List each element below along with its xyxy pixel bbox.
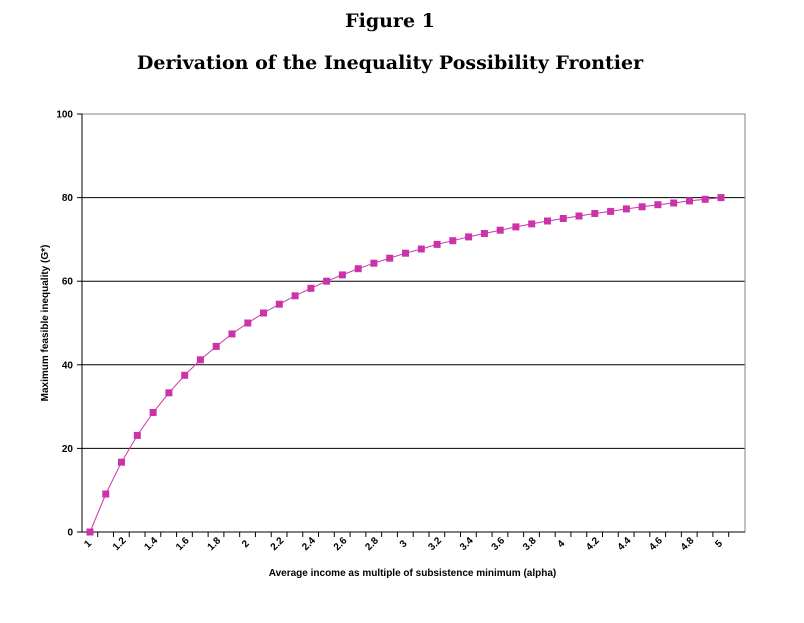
data-point: [244, 319, 252, 327]
data-point: [212, 342, 220, 350]
x-tick-label: 4.4: [616, 535, 634, 553]
data-point: [196, 356, 204, 364]
data-point: [417, 245, 425, 253]
x-tick-label: 2: [240, 538, 252, 550]
x-tick-label: 1.4: [143, 535, 161, 553]
data-point: [275, 300, 283, 308]
y-axis-title: Maximum feasible inequality (G*): [40, 245, 51, 402]
data-point: [449, 237, 457, 245]
x-tick-label: 4.2: [584, 535, 602, 553]
data-point: [402, 249, 409, 257]
data-point: [544, 217, 551, 225]
x-tick-label: 1.8: [206, 535, 224, 553]
data-point: [323, 277, 331, 285]
data-point: [354, 265, 362, 273]
y-tick-labels: 0 20 40 60 80 100: [56, 110, 73, 539]
x-tick-label: 3.6: [490, 535, 508, 553]
data-point: [165, 389, 173, 397]
x-tick-label: 1.6: [174, 535, 192, 553]
data-point: [717, 194, 725, 202]
x-tick-label: 3.4: [458, 535, 476, 553]
data-point: [149, 409, 157, 416]
x-tick-label: 2.4: [300, 535, 318, 553]
data-point: [465, 233, 473, 241]
x-tick-label: 2.6: [332, 535, 350, 553]
x-tick-labels: 1 1.2 1.4 1.6 1.8 2 2.2 2.4 2.6 2.8 3 3.2 3.4 3.6 3.8 4…: [82, 535, 725, 553]
data-point: [622, 205, 630, 213]
axes: [77, 113, 745, 537]
data-point: [386, 254, 394, 262]
x-tick-label: 1.2: [111, 535, 129, 553]
data-point: [512, 223, 520, 231]
data-point: [338, 271, 346, 279]
x-tick-label: 5: [713, 538, 725, 550]
x-tick-label: 1: [82, 538, 94, 550]
y-tick-label: 80: [62, 193, 74, 204]
data-point: [686, 197, 693, 205]
gridlines: [82, 197, 745, 449]
y-tick-label: 60: [62, 277, 74, 288]
x-tick-label: 4: [556, 538, 568, 550]
data-point: [228, 330, 236, 338]
plot-area-border: [81, 113, 746, 533]
chart-title: Derivation of the Inequality Possibility…: [136, 52, 644, 74]
x-tick-label: 4.6: [647, 535, 665, 553]
data-point: [670, 199, 678, 207]
x-tick-label: 3.2: [426, 535, 444, 553]
x-axis-title: Average income as multiple of subsistenc…: [269, 568, 556, 579]
data-point: [118, 458, 125, 466]
data-point: [559, 215, 567, 222]
data-point: [260, 309, 267, 317]
data-point: [496, 226, 504, 234]
data-point: [307, 284, 315, 292]
data-point: [433, 240, 441, 248]
data-point: [370, 259, 378, 267]
y-tick-label: 40: [62, 360, 74, 371]
x-tick-label: 4.8: [679, 535, 697, 553]
x-tick-label: 3: [398, 538, 410, 550]
data-point: [607, 207, 615, 215]
x-tick-label: 3.8: [521, 535, 539, 553]
data-point: [291, 292, 299, 300]
data-point: [638, 203, 646, 211]
x-tick-label: 2.8: [363, 535, 381, 553]
y-tick-label: 20: [62, 444, 74, 455]
data-point: [86, 528, 94, 536]
data-point: [701, 195, 709, 203]
data-point: [654, 201, 662, 209]
data-point: [480, 230, 488, 237]
data-point: [575, 212, 583, 220]
data-point: [528, 220, 536, 228]
figure-label: Figure 1: [345, 10, 435, 32]
series-layer: [86, 194, 725, 536]
data-point: [591, 210, 599, 217]
y-tick-label: 0: [67, 528, 73, 539]
x-tick-label: 2.2: [269, 535, 287, 553]
y-tick-label: 100: [56, 110, 73, 121]
data-point: [102, 490, 110, 498]
data-point: [133, 431, 141, 439]
data-point: [181, 371, 189, 379]
